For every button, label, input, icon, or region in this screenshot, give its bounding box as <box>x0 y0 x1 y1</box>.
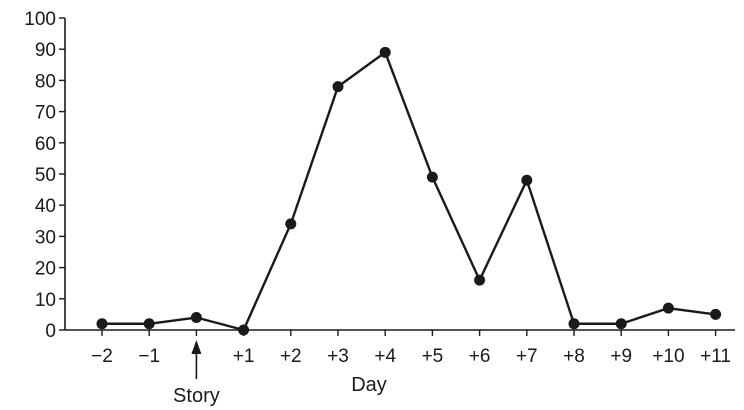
y-tick-label-20: 20 <box>35 259 56 280</box>
y-tick-label-10: 10 <box>35 290 56 311</box>
y-tick-label-80: 80 <box>35 71 56 92</box>
data-point-10 <box>568 318 580 330</box>
x-tick-label-6: +4 <box>374 346 396 367</box>
y-axis-ticks: 0 10 20 30 40 50 60 70 80 90 100 <box>24 9 65 342</box>
data-point-1 <box>143 318 155 330</box>
story-annotation-label: Story <box>173 385 220 407</box>
data-point-8 <box>474 274 486 286</box>
data-point-11 <box>615 318 627 330</box>
story-arrow-head <box>191 340 202 354</box>
series-line-group <box>102 51 716 332</box>
data-points <box>96 46 722 336</box>
x-tick-label-3: +1 <box>233 346 255 367</box>
y-tick-label-0: 0 <box>45 321 56 342</box>
x-tick-label-7: +5 <box>422 346 444 367</box>
x-axis-ticks: −2 −1 +1 +2 +3 +4 +5 +6 +7 +8 +9 +10 +11 <box>91 330 731 367</box>
y-tick-label-60: 60 <box>35 134 56 155</box>
data-point-2 <box>190 312 202 324</box>
x-tick-label-5: +3 <box>327 346 349 367</box>
story-annotation: Story <box>173 340 220 407</box>
data-point-9 <box>521 174 533 186</box>
y-tick-label-40: 40 <box>35 196 56 217</box>
y-tick-label-30: 30 <box>35 227 56 248</box>
data-point-7 <box>426 171 438 183</box>
x-tick-label-13: +11 <box>700 346 731 367</box>
x-tick-label-12: +10 <box>652 346 684 367</box>
y-tick-label-90: 90 <box>35 40 56 61</box>
x-tick-label-11: +9 <box>610 346 632 367</box>
axes <box>64 18 735 331</box>
y-tick-label-50: 50 <box>35 165 56 186</box>
x-tick-label-1: −1 <box>138 346 160 367</box>
data-point-4 <box>285 218 297 230</box>
x-tick-label-8: +6 <box>469 346 491 367</box>
data-point-12 <box>662 302 674 314</box>
x-tick-label-4: +2 <box>280 346 302 367</box>
series-line <box>102 51 716 332</box>
y-tick-label-100: 100 <box>24 9 56 30</box>
x-tick-label-10: +8 <box>563 346 585 367</box>
x-tick-label-9: +7 <box>516 346 538 367</box>
data-point-6 <box>379 46 391 58</box>
data-point-13 <box>710 308 722 320</box>
y-tick-label-70: 70 <box>35 103 56 124</box>
data-point-5 <box>332 81 344 93</box>
x-axis-label: Day <box>351 374 387 396</box>
data-point-3 <box>238 324 250 336</box>
x-tick-label-0: −2 <box>91 346 113 367</box>
data-point-0 <box>96 318 108 330</box>
